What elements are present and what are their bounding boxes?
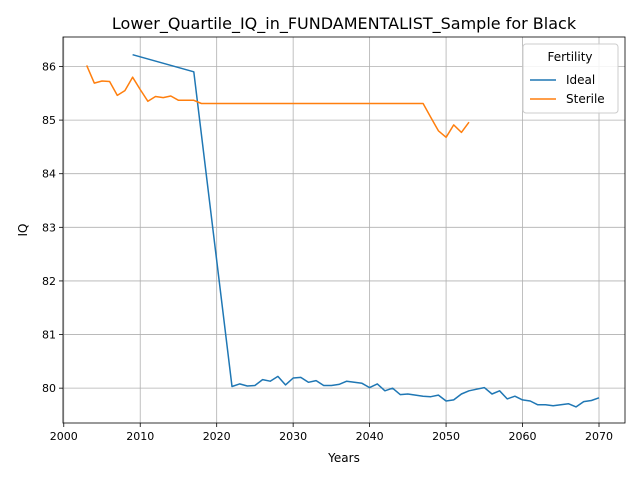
legend: Fertility Ideal Sterile: [522, 43, 619, 114]
y-tick-label: 82: [42, 275, 56, 288]
y-tick-label: 84: [42, 168, 56, 181]
x-tick-label: 2030: [279, 430, 307, 443]
x-tick-label: 2050: [432, 430, 460, 443]
chart-title: Lower_Quartile_IQ_in_FUNDAMENTALIST_Samp…: [112, 14, 577, 34]
grid-lines: [63, 37, 625, 423]
legend-title: Fertility: [547, 50, 592, 64]
y-tick-label: 86: [42, 60, 56, 73]
y-tick-label: 85: [42, 114, 56, 127]
x-tick-label: 2000: [50, 430, 78, 443]
y-tick-label: 83: [42, 221, 56, 234]
y-axis: 80 81 82 83 84 85 86: [42, 60, 63, 395]
series-layer: [86, 53, 600, 408]
y-tick-label: 81: [42, 329, 56, 342]
x-axis-label: Years: [327, 451, 360, 465]
legend-frame: [522, 43, 619, 114]
x-axis: 2000 2010 2020 2030 2040 2050 2060 2070: [50, 423, 613, 443]
series-line-ideal: [132, 53, 600, 408]
x-tick-label: 2040: [356, 430, 384, 443]
series-line-sterile: [86, 65, 470, 139]
legend-label-sterile: Sterile: [566, 92, 605, 106]
x-tick-label: 2020: [203, 430, 231, 443]
x-tick-label: 2070: [585, 430, 613, 443]
x-tick-label: 2060: [509, 430, 537, 443]
y-tick-label: 80: [42, 382, 56, 395]
x-tick-label: 2010: [126, 430, 154, 443]
legend-label-ideal: Ideal: [566, 73, 595, 87]
plot-frame: [62, 36, 626, 424]
y-axis-label: IQ: [16, 224, 30, 237]
